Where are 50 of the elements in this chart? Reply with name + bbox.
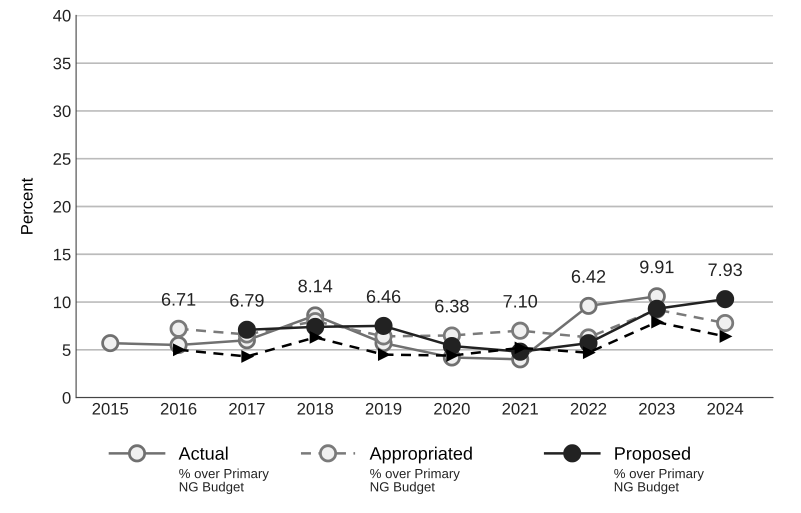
y-tick-label: 35	[53, 58, 71, 70]
annotation: 6.38	[435, 300, 469, 312]
point	[310, 332, 321, 343]
x-tick-label: 2015	[92, 402, 128, 415]
point	[378, 349, 390, 360]
point	[238, 320, 256, 339]
legend-label: Actual	[178, 446, 228, 460]
point	[170, 320, 188, 338]
annotation: 8.14	[298, 280, 332, 292]
y-axis-title: Percent	[21, 178, 33, 234]
y-tick-label: 15	[54, 248, 71, 260]
point	[716, 290, 734, 308]
text: % over Primary NG Budget	[370, 468, 460, 494]
x-tick-label: 2021	[502, 402, 538, 415]
point	[720, 330, 731, 342]
point	[511, 322, 530, 340]
x-tick-label: 2020	[434, 402, 470, 415]
point	[101, 334, 120, 352]
x-tick-label: 2019	[366, 402, 402, 415]
legend-label: Proposed	[615, 446, 690, 464]
x-tick-label: 2018	[298, 402, 334, 415]
point	[442, 336, 461, 356]
annotation: 6.79	[230, 294, 264, 307]
y-tick-label: 10	[54, 296, 71, 308]
y-tick-label: 40	[53, 10, 71, 22]
text: % over Primary NG Budget	[614, 468, 704, 494]
annotation: 9.91	[640, 260, 674, 274]
x-tick-label: 2022	[570, 402, 606, 415]
y-tick-label: 25	[54, 153, 71, 165]
point	[582, 347, 594, 358]
y-tick-label: 5	[62, 344, 71, 356]
y-tick-label: 20	[54, 200, 71, 213]
annotation: 7.10	[504, 294, 538, 308]
annotation: 6.46	[366, 290, 400, 303]
legend-label: Appropriated	[370, 446, 472, 464]
point	[306, 318, 324, 336]
y-tick-label: 0	[62, 392, 71, 404]
annotation: 6.42	[572, 270, 606, 283]
point	[374, 316, 393, 335]
x-tick-label: 2016	[160, 402, 196, 415]
annotation: 6.71	[162, 292, 196, 306]
point	[579, 296, 598, 315]
point	[716, 314, 734, 332]
x-tick-label: 2017	[229, 402, 265, 415]
x-tick-label: 2023	[639, 402, 675, 415]
annotation: 7.93	[708, 263, 742, 276]
x-tick-label: 2024	[707, 402, 744, 415]
text: % over Primary NG Budget	[179, 468, 269, 494]
y-tick-label: 30	[53, 105, 71, 118]
point	[651, 316, 662, 328]
